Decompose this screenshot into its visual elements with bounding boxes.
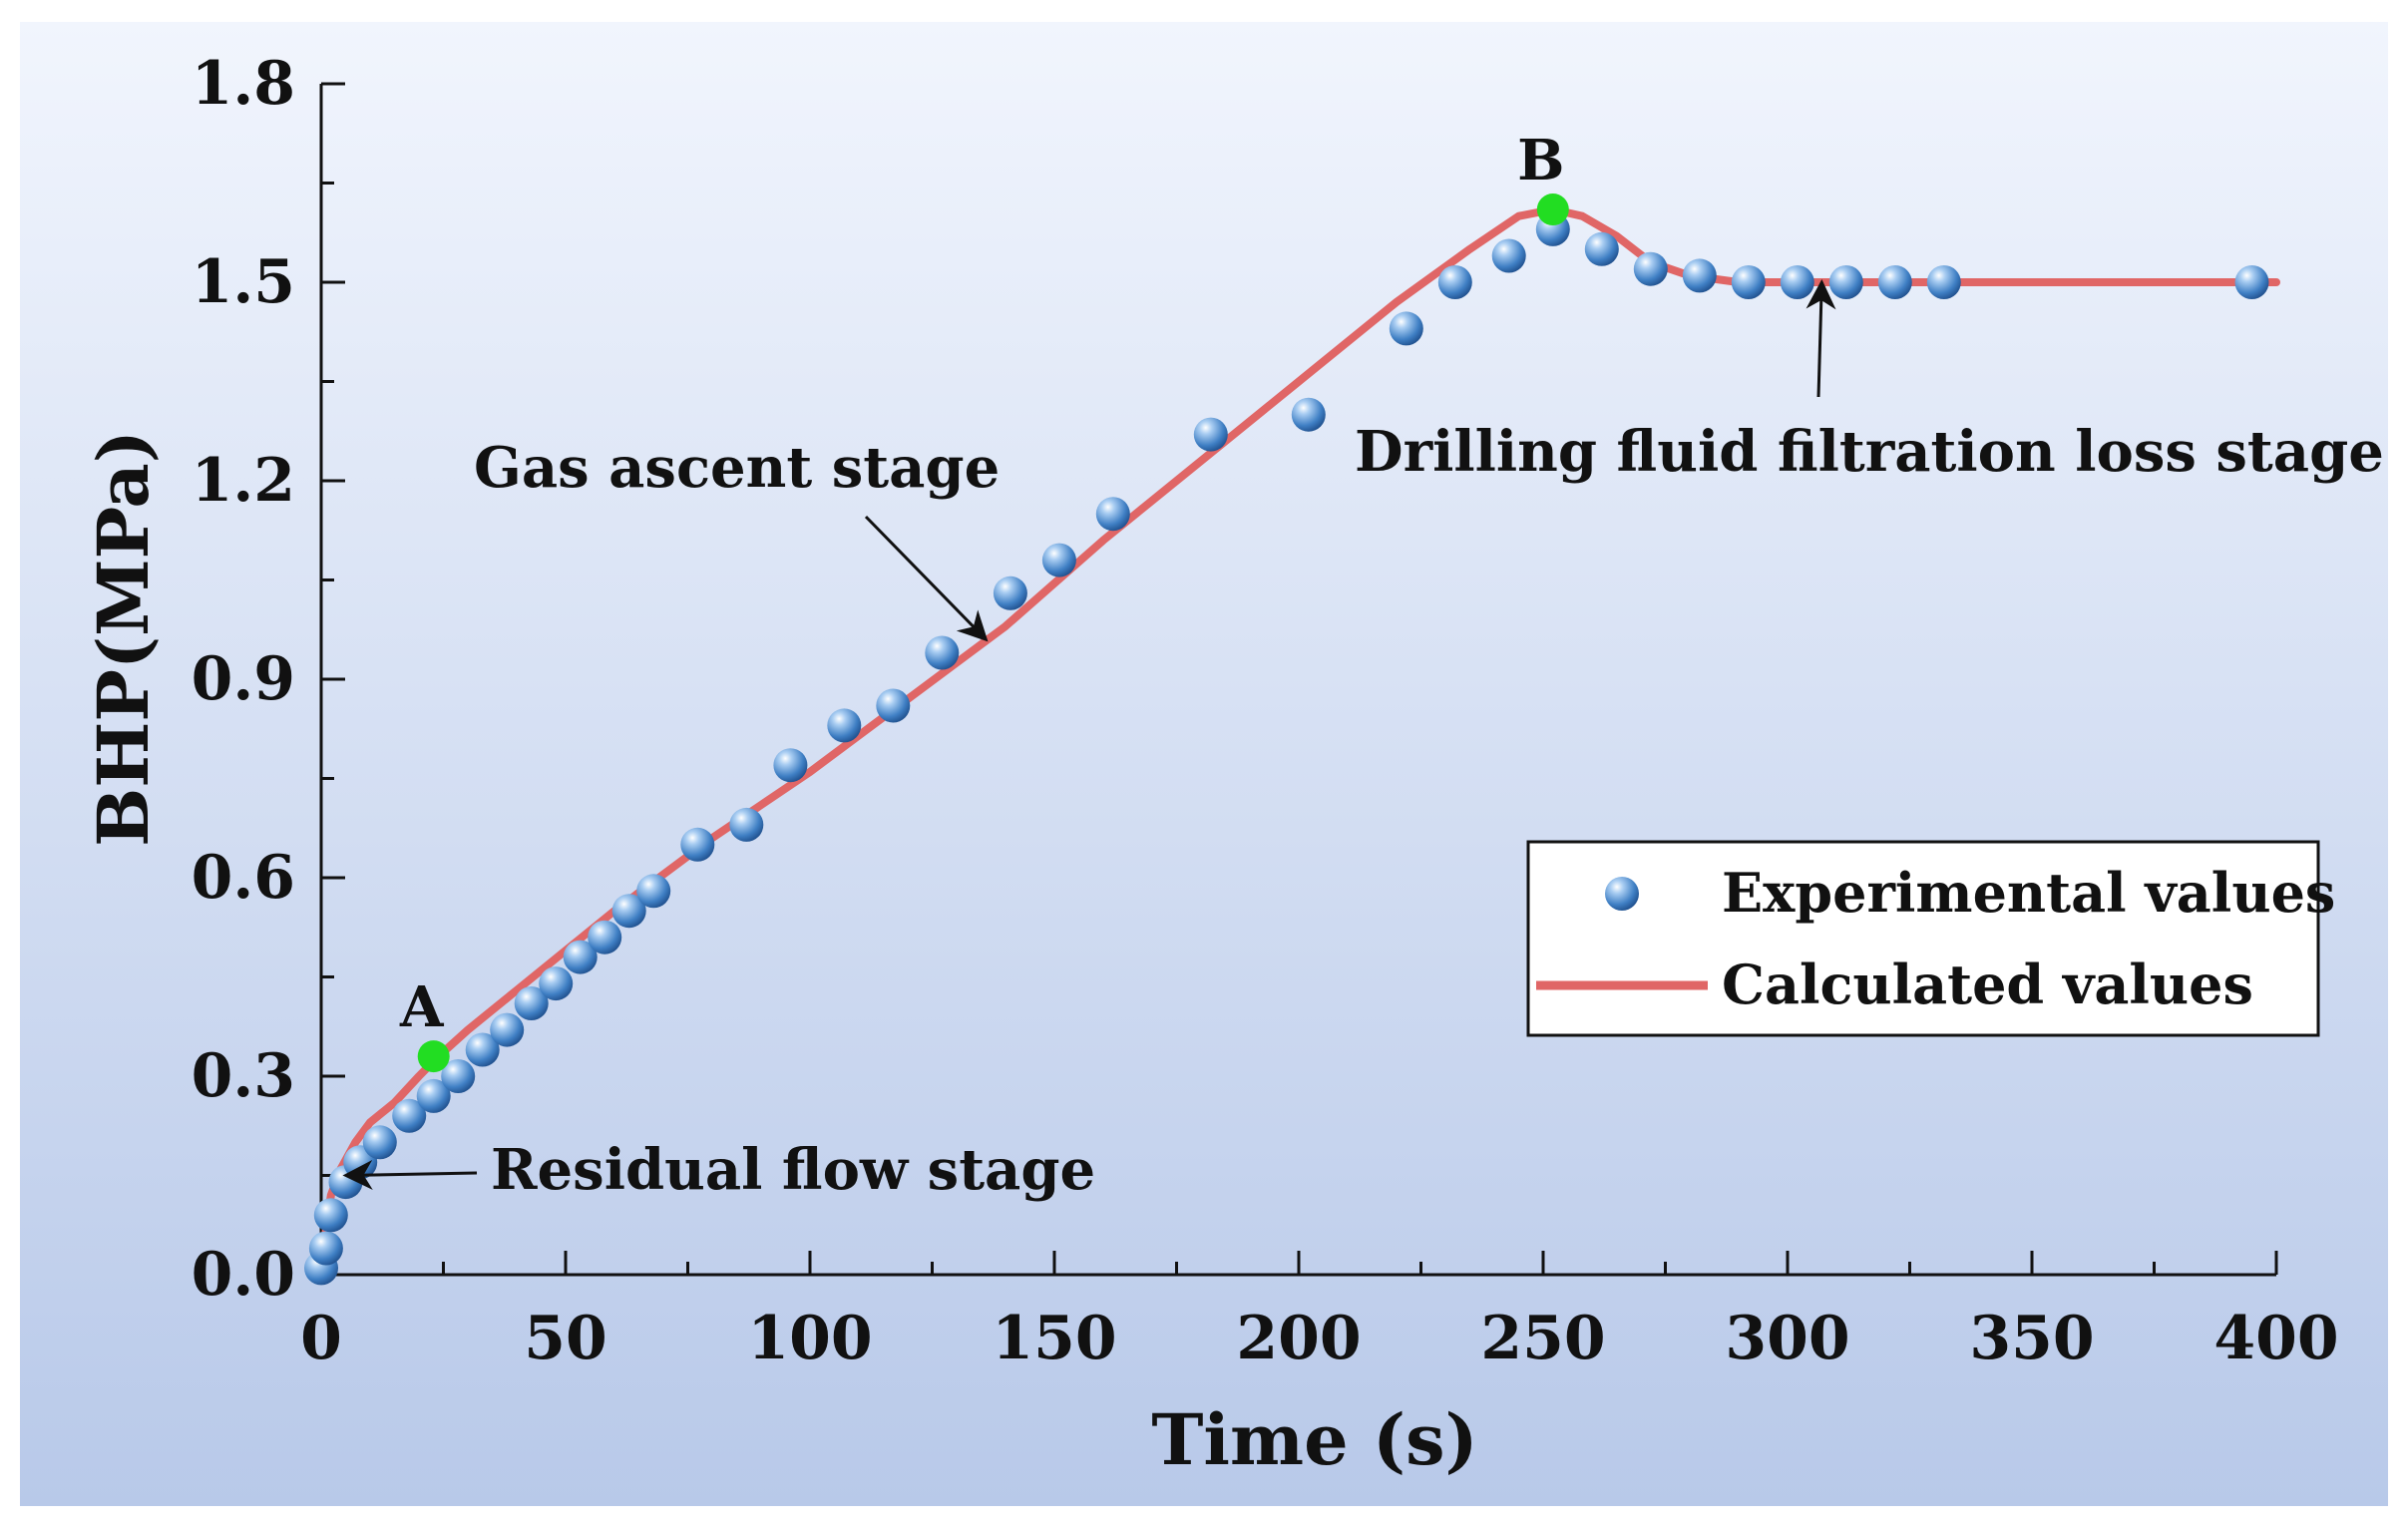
x-tick-label: 300 — [1725, 1304, 1849, 1373]
experimental-point — [362, 1125, 397, 1160]
experimental-point — [773, 748, 808, 783]
experimental-point — [416, 1078, 451, 1113]
experimental-point — [1633, 251, 1668, 286]
experimental-point — [490, 1012, 525, 1047]
experimental-point — [465, 1032, 500, 1067]
plot-background — [20, 22, 2388, 1506]
point-b-marker — [1536, 193, 1569, 226]
point-a-label: A — [399, 974, 445, 1040]
experimental-point — [636, 874, 671, 909]
legend-marker-experimental — [1605, 877, 1639, 911]
experimental-point — [313, 1198, 348, 1233]
legend-box — [1526, 840, 2320, 1037]
key-points: AB — [399, 128, 1569, 1073]
annotation-label: Residual flow stage — [491, 1137, 1095, 1203]
experimental-point — [1926, 265, 1961, 299]
y-tick-label: 1.5 — [192, 247, 295, 317]
annotation-label: Drilling fluid filtration loss stage — [1355, 419, 2384, 485]
experimental-point — [827, 708, 862, 743]
y-tick-label: 1.8 — [192, 49, 295, 119]
x-tick-label: 100 — [747, 1304, 872, 1373]
experimental-point — [392, 1098, 427, 1133]
x-tick-label: 350 — [1969, 1304, 2094, 1373]
x-tick-label: 50 — [524, 1304, 607, 1373]
experimental-point — [1389, 311, 1423, 346]
experimental-point — [611, 894, 646, 929]
legend-label-experimental: Experimental values — [1722, 861, 2335, 925]
x-tick-label: 200 — [1236, 1304, 1361, 1373]
experimental-point — [539, 966, 574, 1001]
x-tick-label: 150 — [992, 1304, 1116, 1373]
experimental-point — [993, 575, 1027, 610]
axes: 0 50 100 150 200 250 300 350 400 0.0 0.3 0.6 0.9 1.2 1… — [192, 49, 2339, 1373]
experimental-point — [1291, 397, 1326, 432]
experimental-point — [563, 940, 598, 974]
x-tick-label: 400 — [2213, 1304, 2338, 1373]
y-axis-title: BHP(MPa) — [82, 430, 165, 847]
experimental-point — [2234, 265, 2269, 299]
y-tick-label: 0.3 — [192, 1041, 295, 1111]
annotation-label: Gas ascent stage — [474, 435, 1000, 501]
experimental-point — [1828, 265, 1863, 299]
annotations: Residual flow stage Gas ascent stage Drill… — [342, 279, 2384, 1203]
experimental-point — [514, 986, 549, 1020]
annotation-arrow — [342, 1159, 478, 1190]
y-tick-label: 0.0 — [192, 1240, 295, 1310]
experimental-point — [1682, 258, 1717, 293]
annotation-arrow — [1806, 279, 1836, 398]
y-tick-label: 0.9 — [192, 644, 295, 714]
x-tick-label: 0 — [300, 1304, 342, 1373]
annotation-arrow — [864, 515, 989, 642]
y-tick-label: 1.2 — [192, 446, 295, 516]
experimental-point — [1491, 238, 1526, 273]
experimental-point — [1041, 543, 1076, 577]
experimental-point — [1780, 265, 1814, 299]
experimental-point — [1095, 497, 1130, 532]
x-tick-label: 250 — [1480, 1304, 1605, 1373]
legend-label-calculated: Calculated values — [1722, 953, 2253, 1016]
experimental-values-series — [304, 211, 2269, 1286]
x-axis-title: Time (s) — [1151, 1398, 1477, 1481]
y-tick-label: 0.6 — [192, 843, 295, 913]
experimental-point — [1877, 265, 1912, 299]
experimental-point — [1437, 265, 1472, 299]
point-b-label: B — [1517, 128, 1564, 193]
experimental-point — [876, 688, 911, 723]
experimental-point — [441, 1059, 476, 1093]
experimental-point — [1731, 265, 1766, 299]
experimental-point — [588, 920, 622, 955]
experimental-point — [925, 635, 960, 670]
experimental-point — [680, 827, 715, 862]
experimental-point — [1193, 417, 1228, 452]
point-a-marker — [417, 1040, 450, 1073]
legend: Experimental values Calculated values — [1526, 840, 2335, 1037]
experimental-point — [308, 1231, 343, 1266]
experimental-point — [1584, 231, 1619, 266]
experimental-point — [729, 807, 764, 842]
